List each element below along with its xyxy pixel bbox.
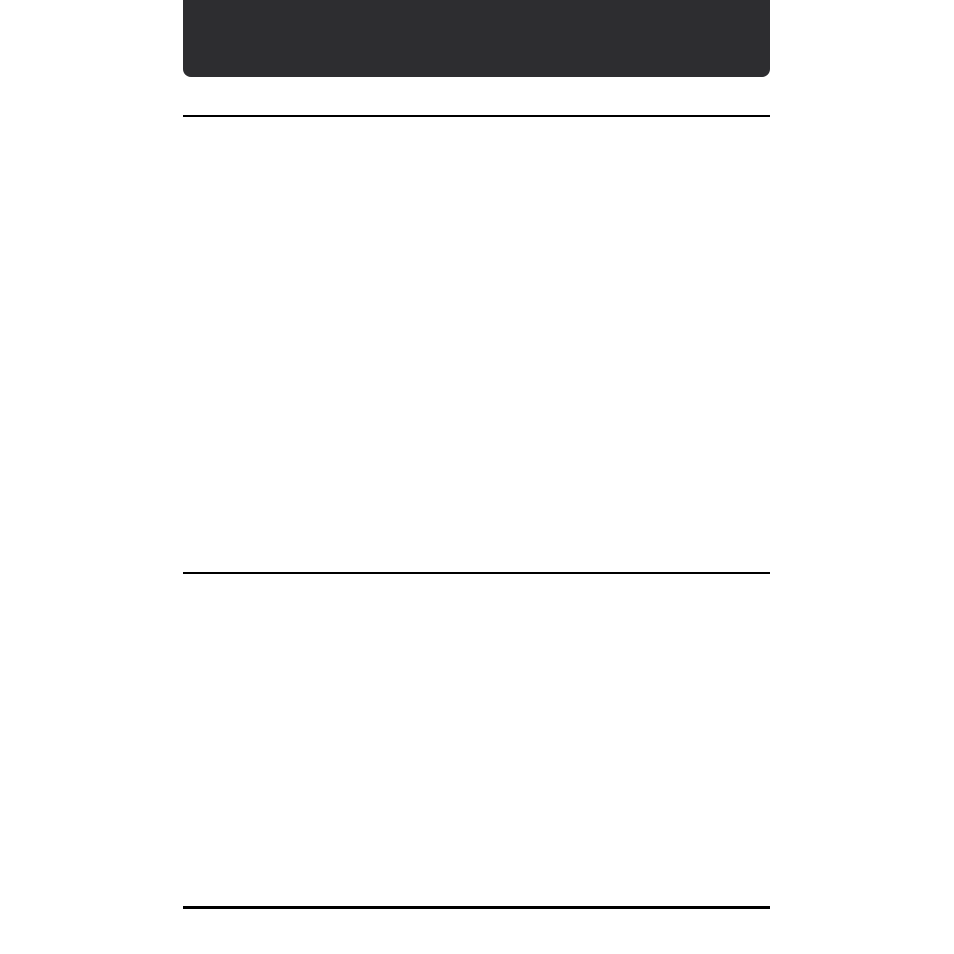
dark-header-box xyxy=(183,0,770,77)
horizontal-rule-2 xyxy=(183,572,770,574)
horizontal-rule-3 xyxy=(183,906,770,909)
horizontal-rule-1 xyxy=(183,115,770,117)
